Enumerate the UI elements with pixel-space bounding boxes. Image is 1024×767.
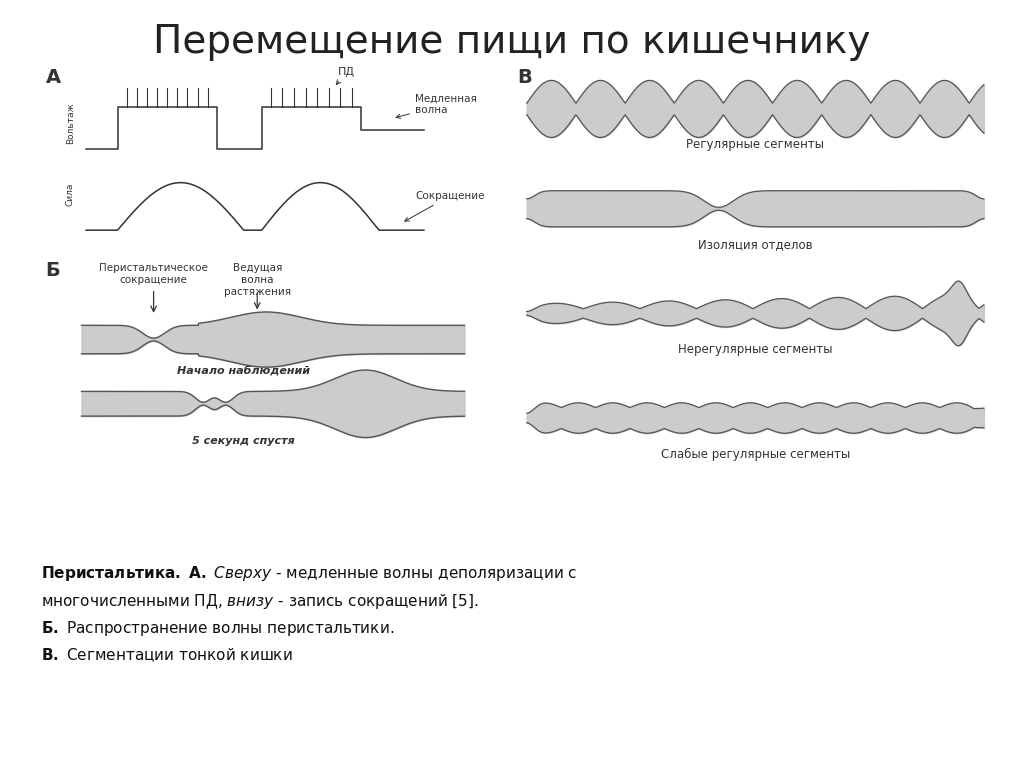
- Text: Нерегулярные сегменты: Нерегулярные сегменты: [678, 343, 833, 356]
- Text: Перемещение пищи по кишечнику: Перемещение пищи по кишечнику: [154, 23, 870, 61]
- Text: Изоляция отделов: Изоляция отделов: [698, 239, 813, 252]
- Text: Сокращение: Сокращение: [404, 191, 484, 221]
- Text: Б: Б: [45, 261, 60, 280]
- Text: многочисленными ПД, $\it{внизу}$ - запись сокращений [5].: многочисленными ПД, $\it{внизу}$ - запис…: [41, 592, 479, 611]
- Text: 5 секунд спустя: 5 секунд спустя: [193, 436, 295, 446]
- Text: В: В: [517, 68, 531, 87]
- Text: Ведущая
волна
растяжения: Ведущая волна растяжения: [223, 264, 291, 297]
- Text: Перистальтическое
сокращение: Перистальтическое сокращение: [99, 264, 208, 285]
- Text: $\bf{Б.}$ Распространение волны перистальтики.: $\bf{Б.}$ Распространение волны перистал…: [41, 619, 394, 638]
- Text: Слабые регулярные сегменты: Слабые регулярные сегменты: [660, 447, 850, 461]
- Text: Вольтаж: Вольтаж: [66, 102, 75, 144]
- Text: $\bf{В.}$ Сегментации тонкой кишки: $\bf{В.}$ Сегментации тонкой кишки: [41, 646, 293, 663]
- Text: А: А: [45, 68, 60, 87]
- Text: $\bf{Перистальтика.}$ $\bf{А.}$ $\it{Сверху}$ - медленные волны деполяризации с: $\bf{Перистальтика.}$ $\bf{А.}$ $\it{Све…: [41, 564, 578, 583]
- Text: ПД: ПД: [336, 67, 355, 84]
- Text: Сила: Сила: [66, 183, 75, 206]
- Text: Медленная
волна: Медленная волна: [396, 94, 477, 118]
- Text: Начало наблюдений: Начало наблюдений: [177, 367, 310, 377]
- Text: Регулярные сегменты: Регулярные сегменты: [686, 138, 824, 151]
